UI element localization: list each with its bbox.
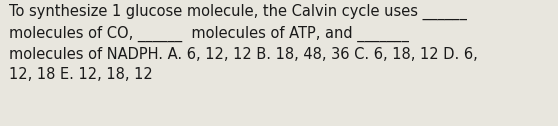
- Text: To synthesize 1 glucose molecule, the Calvin cycle uses ______
molecules of CO, : To synthesize 1 glucose molecule, the Ca…: [9, 4, 478, 82]
